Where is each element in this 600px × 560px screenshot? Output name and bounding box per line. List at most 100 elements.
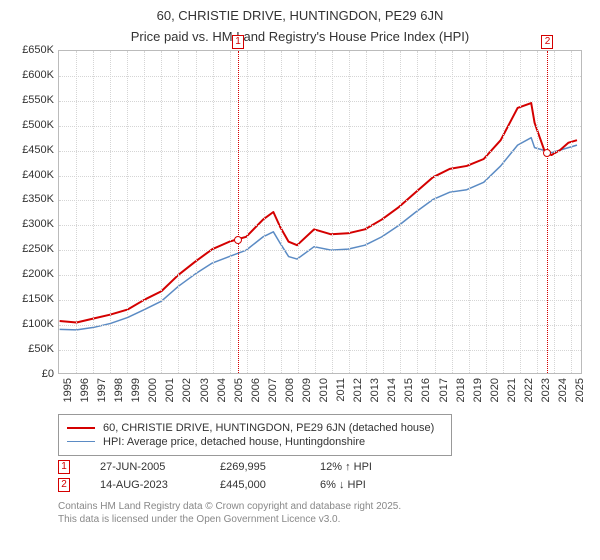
gridline-v <box>554 51 555 373</box>
marker-flag: 1 <box>232 35 244 49</box>
transaction-date: 14-AUG-2023 <box>100 479 190 491</box>
legend-item: 60, CHRISTIE DRIVE, HUNTINGDON, PE29 6JN… <box>67 422 443 434</box>
x-axis-label: 2022 <box>523 378 535 402</box>
x-axis-label: 2007 <box>267 378 279 402</box>
x-axis-label: 2004 <box>216 378 228 402</box>
x-axis-label: 2009 <box>301 378 313 402</box>
gridline-v <box>127 51 128 373</box>
marker-dot <box>543 149 551 157</box>
gridline-v <box>469 51 470 373</box>
y-axis-label: £250K <box>12 243 54 255</box>
legend: 60, CHRISTIE DRIVE, HUNTINGDON, PE29 6JN… <box>58 414 452 456</box>
x-axis-label: 2003 <box>199 378 211 402</box>
x-axis-label: 2024 <box>557 378 569 402</box>
chart-title-line2: Price paid vs. HM Land Registry's House … <box>12 29 588 44</box>
gridline-v <box>383 51 384 373</box>
x-axis-label: 2002 <box>181 378 193 402</box>
x-axis-label: 1995 <box>62 378 74 402</box>
gridline-v <box>315 51 316 373</box>
x-axis-label: 2013 <box>369 378 381 402</box>
gridline-v <box>144 51 145 373</box>
y-axis-label: £550K <box>12 94 54 106</box>
x-axis-label: 1998 <box>113 378 125 402</box>
x-axis-label: 1996 <box>79 378 91 402</box>
y-axis-label: £650K <box>12 44 54 56</box>
marker-flag: 2 <box>541 35 553 49</box>
x-axis-label: 2017 <box>438 378 450 402</box>
y-axis-label: £450K <box>12 144 54 156</box>
y-axis-label: £350K <box>12 193 54 205</box>
transaction-price: £269,995 <box>220 461 290 473</box>
gridline-v <box>537 51 538 373</box>
transaction-hpi: 12% ↑ HPI <box>320 461 410 473</box>
x-axis-label: 2021 <box>506 378 518 402</box>
transaction-price: £445,000 <box>220 479 290 491</box>
y-axis-label: £600K <box>12 69 54 81</box>
gridline-v <box>213 51 214 373</box>
gridline-v <box>298 51 299 373</box>
footer-line1: Contains HM Land Registry data © Crown c… <box>58 500 588 513</box>
x-axis-label: 2000 <box>147 378 159 402</box>
y-axis-label: £400K <box>12 169 54 181</box>
x-axis-label: 2016 <box>420 378 432 402</box>
x-axis-label: 2001 <box>164 378 176 402</box>
legend-swatch <box>67 441 95 442</box>
x-axis-label: 2010 <box>318 378 330 402</box>
transaction-row: 1 27-JUN-2005 £269,995 12% ↑ HPI <box>58 460 588 474</box>
gridline-v <box>520 51 521 373</box>
plot-region: 12 <box>58 50 582 374</box>
y-axis-label: £200K <box>12 268 54 280</box>
x-axis-label: 2018 <box>455 378 467 402</box>
x-axis-label: 1999 <box>130 378 142 402</box>
y-axis-label: £50K <box>12 343 54 355</box>
transaction-hpi: 6% ↓ HPI <box>320 479 410 491</box>
y-axis-label: £100K <box>12 318 54 330</box>
gridline-v <box>435 51 436 373</box>
transaction-marker: 2 <box>58 478 70 492</box>
y-axis-label: £500K <box>12 119 54 131</box>
x-axis-label: 2011 <box>335 378 347 402</box>
gridline-v <box>247 51 248 373</box>
legend-swatch <box>67 427 95 429</box>
gridline-v <box>349 51 350 373</box>
y-axis-label: £0 <box>12 368 54 380</box>
y-axis-label: £150K <box>12 293 54 305</box>
transaction-date: 27-JUN-2005 <box>100 461 190 473</box>
x-axis-label: 2020 <box>489 378 501 402</box>
legend-label: 60, CHRISTIE DRIVE, HUNTINGDON, PE29 6JN… <box>103 422 434 434</box>
x-axis-label: 2015 <box>403 378 415 402</box>
gridline-v <box>161 51 162 373</box>
footer-attribution: Contains HM Land Registry data © Crown c… <box>58 500 588 526</box>
chart-title-line1: 60, CHRISTIE DRIVE, HUNTINGDON, PE29 6JN <box>12 8 588 25</box>
x-axis-label: 1997 <box>96 378 108 402</box>
x-axis-label: 2012 <box>352 378 364 402</box>
transaction-row: 2 14-AUG-2023 £445,000 6% ↓ HPI <box>58 478 588 492</box>
gridline-v <box>230 51 231 373</box>
gridline-v <box>503 51 504 373</box>
gridline-v <box>486 51 487 373</box>
legend-item: HPI: Average price, detached house, Hunt… <box>67 436 443 448</box>
gridline-v <box>93 51 94 373</box>
gridline-v <box>417 51 418 373</box>
gridline-v <box>178 51 179 373</box>
x-axis-label: 2006 <box>250 378 262 402</box>
x-axis-label: 2023 <box>540 378 552 402</box>
gridline-v <box>366 51 367 373</box>
gridline-v <box>571 51 572 373</box>
gridline-v <box>110 51 111 373</box>
gridline-v <box>196 51 197 373</box>
gridline-v <box>281 51 282 373</box>
chart-area: 12 £0 £50K £100K £150K £200K £250K £300K £350K £… <box>12 50 588 408</box>
gridline-v <box>452 51 453 373</box>
marker-dot <box>234 236 242 244</box>
legend-label: HPI: Average price, detached house, Hunt… <box>103 436 365 448</box>
gridline-v <box>400 51 401 373</box>
gridline-v <box>332 51 333 373</box>
y-axis-label: £300K <box>12 218 54 230</box>
marker-vline <box>547 51 548 373</box>
gridline-v <box>264 51 265 373</box>
x-axis-label: 2008 <box>284 378 296 402</box>
transaction-marker: 1 <box>58 460 70 474</box>
x-axis-label: 2025 <box>574 378 586 402</box>
x-axis-label: 2019 <box>472 378 484 402</box>
